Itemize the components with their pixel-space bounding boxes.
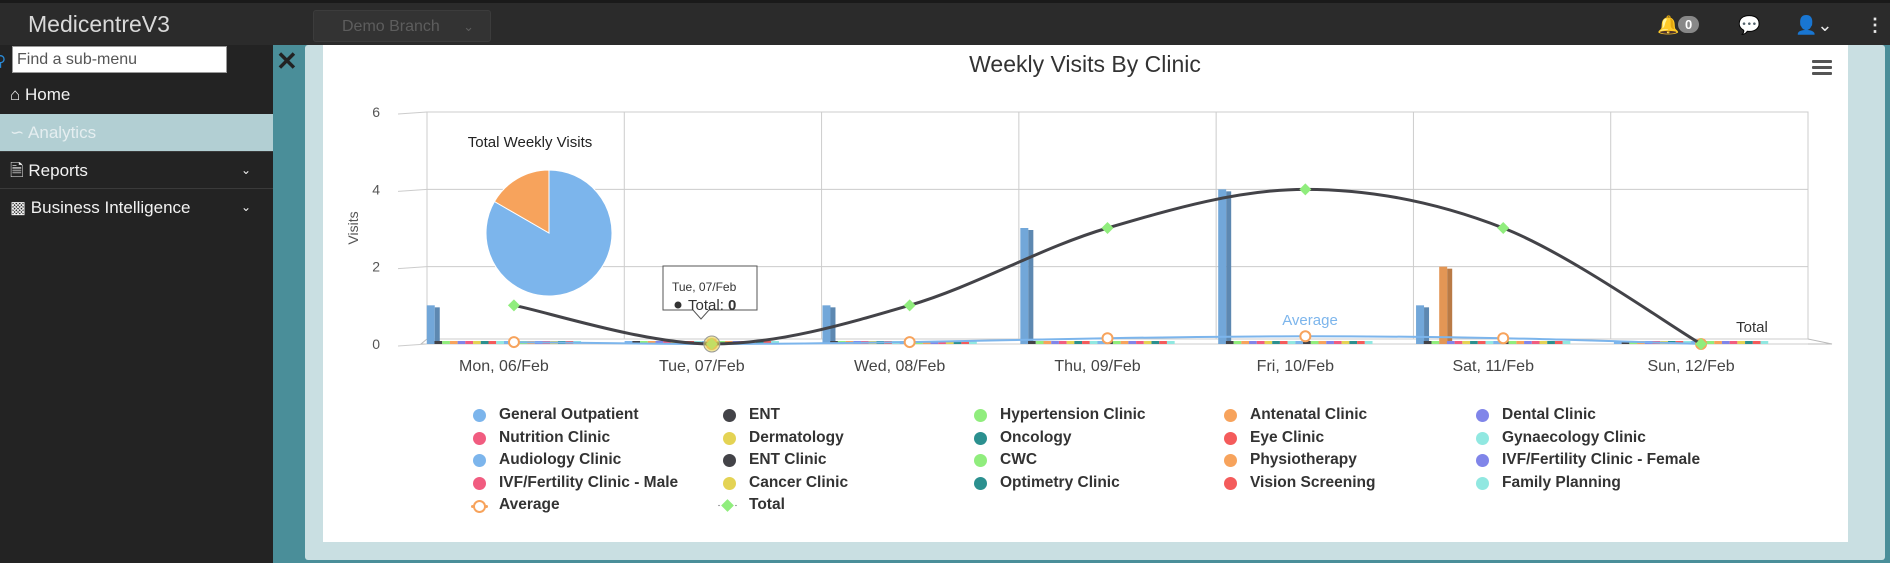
legend-marker <box>974 431 987 445</box>
legend-label: Physiotherapy <box>1250 451 1357 468</box>
legend-marker <box>723 431 736 445</box>
legend-marker <box>723 476 736 490</box>
legend-label: Audiology Clinic <box>499 451 622 468</box>
search-icon: ⚲ <box>0 53 6 70</box>
top-navbar: MedicentreV3 Demo Branch ⌄ 🔔 0 💬 👤⌄ ⋮ <box>0 0 1890 45</box>
legend-marker <box>1224 431 1237 445</box>
chevron-down-icon: ⌄ <box>240 163 251 177</box>
legend-marker <box>1476 409 1489 422</box>
notification-badge: 0 <box>1678 16 1700 33</box>
close-icon[interactable]: ✕ <box>276 46 298 76</box>
area-chart-icon: ∽ <box>10 123 25 142</box>
legend-label: ENT <box>749 406 780 423</box>
sidebar-item-label: Analytics <box>28 123 97 142</box>
chat-icon[interactable]: 💬 <box>1738 15 1761 35</box>
legend-marker <box>1224 476 1237 490</box>
legend-label: Hypertension Clinic <box>1000 406 1146 423</box>
legend-label: Dermatology <box>749 428 844 446</box>
legend-marker <box>723 409 736 422</box>
legend-marker <box>473 409 486 422</box>
file-icon: 🗎 <box>10 161 24 180</box>
legend-marker <box>1476 476 1489 490</box>
legend-label: IVF/Fertility Clinic - Female <box>1502 451 1701 468</box>
sidebar-item-business-intelligence[interactable]: ▩ Business Intelligence ⌄ <box>0 188 273 225</box>
legend-marker <box>473 476 486 490</box>
bar-chart-icon: ▩ <box>10 198 27 217</box>
sidebar-item-home[interactable]: ⌂ Home <box>0 76 273 113</box>
legend-label: Eye Clinic <box>1250 428 1325 446</box>
legend-marker <box>974 476 987 490</box>
sidebar-item-label: Home <box>25 85 71 104</box>
legend-label: IVF/Fertility Clinic - Male <box>499 473 679 491</box>
user-menu-icon[interactable]: 👤⌄ <box>1795 15 1833 35</box>
bell-icon[interactable]: 🔔 <box>1657 15 1680 35</box>
legend-marker <box>1476 454 1489 467</box>
legend-label: Cancer Clinic <box>749 473 849 491</box>
legend-label: General Outpatient <box>499 406 639 423</box>
legend-label: Oncology <box>1000 428 1072 446</box>
brand-logo[interactable]: MedicentreV3 <box>28 11 170 37</box>
legend-label: Nutrition Clinic <box>499 428 611 446</box>
legend-marker <box>1224 409 1237 422</box>
legend-label: Dental Clinic <box>1502 406 1596 423</box>
legend-marker <box>974 409 987 422</box>
legend-marker <box>1476 431 1489 445</box>
sidebar-item-reports[interactable]: 🗎 Reports ⌄ <box>0 151 273 188</box>
legend-marker <box>473 500 486 513</box>
legend-marker <box>473 454 486 467</box>
legend-label: ENT Clinic <box>749 451 827 468</box>
legend-label: Average <box>499 496 560 513</box>
legend-marker <box>473 431 486 445</box>
more-vertical-icon[interactable]: ⋮ <box>1866 15 1884 35</box>
legend-label: Family Planning <box>1502 473 1621 491</box>
legend-label: CWC <box>1000 451 1038 468</box>
legend-marker <box>723 454 736 467</box>
legend-marker <box>974 454 987 467</box>
chevron-down-icon: ⌄ <box>240 200 251 214</box>
chevron-down-icon: ⌄ <box>463 19 474 34</box>
sidebar-item-label: Business Intelligence <box>30 198 191 217</box>
legend-marker <box>1224 454 1237 467</box>
sidebar-item-analytics[interactable]: ∽ Analytics <box>0 114 273 151</box>
sidebar-item-label: Reports <box>28 161 88 180</box>
branch-selector-label: Demo Branch <box>342 18 440 35</box>
legend-label: Antenatal Clinic <box>1250 406 1368 423</box>
legend-label: Total <box>749 496 785 513</box>
home-icon: ⌂ <box>10 85 21 104</box>
chart-menu-icon[interactable] <box>1812 60 1832 78</box>
submenu-search-input[interactable] <box>12 46 227 73</box>
legend-label: Optimetry Clinic <box>1000 473 1120 491</box>
legend-label: Vision Screening <box>1250 473 1376 491</box>
legend-label: Gynaecology Clinic <box>1502 428 1646 446</box>
branch-selector[interactable]: Demo Branch ⌄ <box>313 10 491 42</box>
